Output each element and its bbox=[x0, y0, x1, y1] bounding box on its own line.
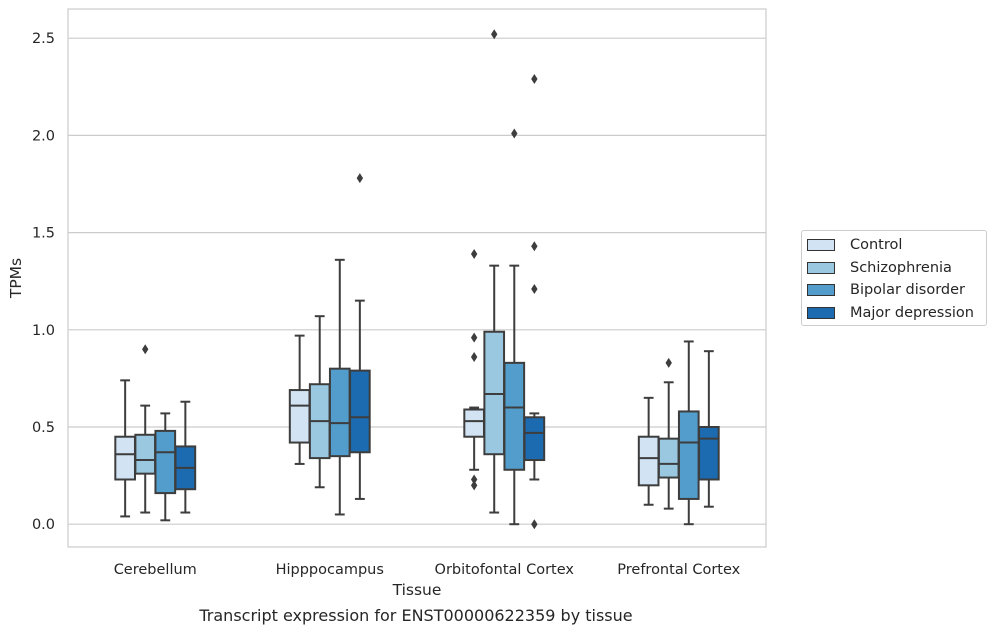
box-2-2 bbox=[503, 128, 526, 526]
box-0-1 bbox=[288, 334, 311, 465]
y-tick-label: 2.0 bbox=[32, 128, 55, 144]
box-2-0 bbox=[154, 412, 177, 522]
legend-item: Schizophrenia bbox=[807, 258, 952, 278]
legend-swatch bbox=[807, 284, 835, 296]
box-iqr bbox=[503, 361, 526, 471]
legend-item: Control bbox=[807, 235, 902, 255]
legend-item: Bipolar disorder bbox=[807, 280, 965, 300]
grid-lines bbox=[68, 37, 766, 525]
box-3-2 bbox=[523, 74, 546, 530]
box-iqr bbox=[154, 429, 177, 495]
x-tick-label: Orbitofontal Cortex bbox=[435, 562, 575, 578]
y-tick-label: 1.5 bbox=[32, 226, 55, 242]
outlier-point bbox=[531, 74, 538, 85]
legend-swatch bbox=[807, 239, 835, 251]
x-tick-labels: Cerebellum Hipppocampus Orbitofontal Corte… bbox=[114, 562, 741, 578]
legend-label: Control bbox=[850, 237, 903, 253]
outlier-point bbox=[491, 29, 498, 40]
outlier-point bbox=[531, 283, 538, 294]
chart-caption: Transcript expression for ENST0000062235… bbox=[199, 606, 633, 625]
outlier-point bbox=[356, 173, 364, 184]
legend-label: Schizophrenia bbox=[850, 259, 952, 276]
box-iqr bbox=[114, 435, 136, 481]
box-0-3 bbox=[637, 396, 660, 506]
legend-swatch bbox=[807, 261, 835, 274]
outlier-point bbox=[470, 332, 478, 343]
y-tick-label: 0.5 bbox=[32, 420, 55, 436]
outlier-point bbox=[470, 352, 478, 363]
legend: Control Schizophrenia Bipolar disorder Majo… bbox=[801, 230, 987, 326]
legend-label: Major depression bbox=[850, 304, 974, 321]
y-tick-label: 0.0 bbox=[32, 517, 55, 533]
y-axis-label: TPMs bbox=[7, 258, 25, 299]
box-3-0 bbox=[174, 400, 197, 514]
outlier-point bbox=[531, 241, 538, 252]
box-2-3 bbox=[677, 340, 700, 526]
outlier-point bbox=[531, 519, 538, 530]
box-iqr bbox=[657, 437, 680, 479]
outlier-point bbox=[511, 128, 518, 139]
box-1-3 bbox=[657, 357, 680, 510]
box-iqr bbox=[134, 433, 157, 475]
x-tick-label: Cerebellum bbox=[114, 562, 197, 578]
box-iqr bbox=[349, 369, 371, 454]
box-3-1 bbox=[349, 173, 371, 500]
box-iqr bbox=[677, 410, 700, 500]
outlier-point bbox=[665, 357, 672, 368]
plot-frame bbox=[67, 8, 767, 548]
legend-item: Major depression bbox=[807, 303, 974, 323]
outlier-point bbox=[470, 474, 478, 485]
boxes bbox=[114, 29, 720, 530]
outlier-point bbox=[142, 344, 149, 355]
x-tick-label: Hipppocampus bbox=[276, 562, 384, 578]
y-tick-label: 2.5 bbox=[32, 31, 55, 47]
box-0-0 bbox=[114, 379, 136, 518]
box-1-0 bbox=[134, 344, 157, 514]
box-3-3 bbox=[698, 350, 720, 508]
legend-swatch bbox=[807, 306, 835, 319]
outlier-point bbox=[470, 248, 478, 259]
x-tick-label: Prefrontal Cortex bbox=[617, 562, 740, 578]
box-iqr bbox=[523, 416, 546, 462]
y-tick-label: 1.0 bbox=[32, 323, 55, 339]
box-iqr bbox=[288, 389, 311, 444]
outlier-point bbox=[470, 480, 478, 491]
box-iqr bbox=[463, 408, 485, 438]
box-2-1 bbox=[328, 258, 351, 516]
box-0-2 bbox=[463, 248, 485, 491]
legend-label: Bipolar disorder bbox=[850, 282, 965, 298]
box-iqr bbox=[328, 367, 351, 458]
box-1-2 bbox=[483, 29, 506, 514]
box-iqr bbox=[637, 435, 660, 487]
y-tick-labels: 0.0 0.5 1.0 1.5 2.0 2.5 bbox=[32, 31, 55, 533]
x-axis-label: Tissue bbox=[392, 581, 442, 599]
box-iqr bbox=[698, 426, 720, 481]
box-1-1 bbox=[308, 315, 331, 489]
